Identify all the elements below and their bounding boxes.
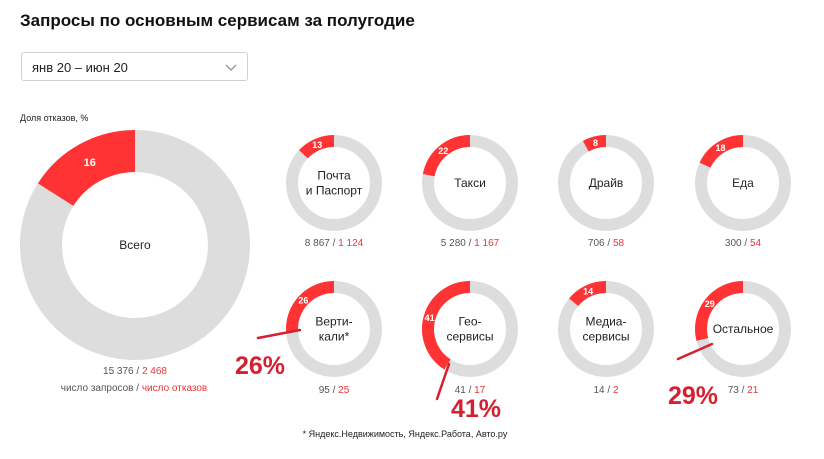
total-count: 41 xyxy=(454,385,466,396)
fail-count: 25 xyxy=(338,385,350,396)
fail-count: 21 xyxy=(747,385,759,396)
count-separator: / xyxy=(133,366,142,377)
page-title: Запросы по основным сервисам за полугоди… xyxy=(20,11,415,30)
donut-0: 16 Всего xyxy=(20,130,250,360)
donut-failure-arc xyxy=(569,281,607,307)
donut-percent-label: 16 xyxy=(84,157,96,169)
donut-name-label: сервисы xyxy=(446,330,493,344)
annotation-other: 29% xyxy=(668,382,719,410)
donut-percent-label: 26 xyxy=(298,296,308,306)
donut-failure-arc xyxy=(286,281,335,333)
donut-failure-arc xyxy=(582,135,607,152)
donut-4: 18 Еда xyxy=(695,135,791,231)
annotation-stroke-verticals xyxy=(256,328,302,340)
fail-count: 1 167 xyxy=(474,238,500,249)
count-separator: / xyxy=(604,238,613,249)
donut-percent-label: 22 xyxy=(438,146,448,156)
annotation-verticals: 26% xyxy=(235,352,286,380)
count-separator: / xyxy=(741,238,750,249)
donut-percent-label: 18 xyxy=(715,143,725,153)
legend-note: число запросов / число отказов xyxy=(61,383,208,394)
annotation-geo: 41% xyxy=(451,395,502,423)
donut-failure-arc xyxy=(699,135,744,168)
total-count: 300 xyxy=(724,238,742,249)
fail-count: 1 124 xyxy=(338,238,364,249)
fail-count: 17 xyxy=(474,385,486,396)
donut-name-label: Верти- xyxy=(315,315,352,329)
total-count: 14 xyxy=(593,385,605,396)
donut-percent-label: 13 xyxy=(312,140,322,150)
donut-name-label: Остальное xyxy=(713,322,774,336)
annotation-stroke-geo xyxy=(435,362,451,401)
legend-total-label: число запросов xyxy=(60,383,134,394)
donut-counts: 15 376 / 2 468 xyxy=(103,366,167,377)
count-separator: / xyxy=(329,385,339,396)
failure-share-label: Доля отказов, % xyxy=(20,113,89,123)
legend-separator: / xyxy=(133,383,142,394)
donut-failure-arc xyxy=(422,281,471,370)
fail-count: 2 468 xyxy=(141,366,167,377)
period-dropdown-value: янв 20 – июн 20 xyxy=(32,60,128,75)
donut-5: 26 Верти-кали* xyxy=(286,281,382,377)
donut-percent-label: 41 xyxy=(425,313,435,323)
fail-count: 58 xyxy=(612,238,625,249)
donut-failure-arc xyxy=(422,135,471,177)
donut-counts: 73 / 21 xyxy=(728,385,759,396)
donut-percent-label: 14 xyxy=(583,286,593,296)
donut-6: 41 Гео-сервисы xyxy=(422,281,518,377)
donut-name-label: Драйв xyxy=(589,176,624,190)
donut-7: 14 Медиа-сервисы xyxy=(558,281,654,377)
chevron-down-icon[interactable] xyxy=(225,61,237,73)
total-count: 73 xyxy=(727,385,739,396)
donut-name-label: кали* xyxy=(319,330,350,344)
count-separator: / xyxy=(465,238,475,249)
donut-name-label: Гео- xyxy=(458,315,481,329)
fail-count: 2 xyxy=(612,385,619,396)
donut-counts: 5 280 / 1 167 xyxy=(441,238,499,249)
donut-counts: 706 / 58 xyxy=(588,238,624,249)
total-count: 15 376 xyxy=(103,366,134,377)
donut-counts: 8 867 / 1 124 xyxy=(305,238,363,249)
donut-name-label: Медиа- xyxy=(586,315,627,329)
footnote: * Яндекс.Недвижимость, Яндекс.Работа, Ав… xyxy=(302,429,508,439)
donut-failure-arc xyxy=(695,281,744,341)
donut-counts: 300 / 54 xyxy=(725,238,761,249)
donut-failure-arc xyxy=(37,130,136,207)
donut-name-label: Всего xyxy=(119,238,151,252)
donut-failure-arc xyxy=(299,135,335,159)
total-count: 8 867 xyxy=(304,238,330,249)
legend-fail-label: число отказов xyxy=(141,383,208,394)
total-count: 5 280 xyxy=(440,238,466,249)
donut-counts: 41 / 17 xyxy=(455,385,486,396)
total-count: 706 xyxy=(587,238,605,249)
donut-name-label: сервисы xyxy=(582,330,629,344)
count-separator: / xyxy=(329,238,339,249)
annotation-stroke-other xyxy=(676,342,714,361)
donut-name-label: Почта xyxy=(317,169,351,183)
total-count: 95 xyxy=(318,385,330,396)
donut-name-label: и Паспорт xyxy=(306,184,363,198)
donut-percent-label: 29 xyxy=(705,299,715,309)
fail-count: 54 xyxy=(749,238,762,249)
donut-8: 29 Остальное xyxy=(695,281,791,377)
donut-counts: 14 / 2 xyxy=(593,385,618,396)
donut-2: 22 Такси xyxy=(422,135,518,231)
donut-percent-label: 8 xyxy=(593,138,598,148)
donut-name-label: Еда xyxy=(732,176,754,190)
donut-counts: 95 / 25 xyxy=(319,385,350,396)
count-separator: / xyxy=(604,385,613,396)
count-separator: / xyxy=(738,385,748,396)
donut-name-label: Такси xyxy=(454,176,486,190)
count-separator: / xyxy=(465,385,475,396)
period-dropdown[interactable]: янв 20 – июн 20 xyxy=(21,52,248,81)
donut-3: 8 Драйв xyxy=(558,135,654,231)
